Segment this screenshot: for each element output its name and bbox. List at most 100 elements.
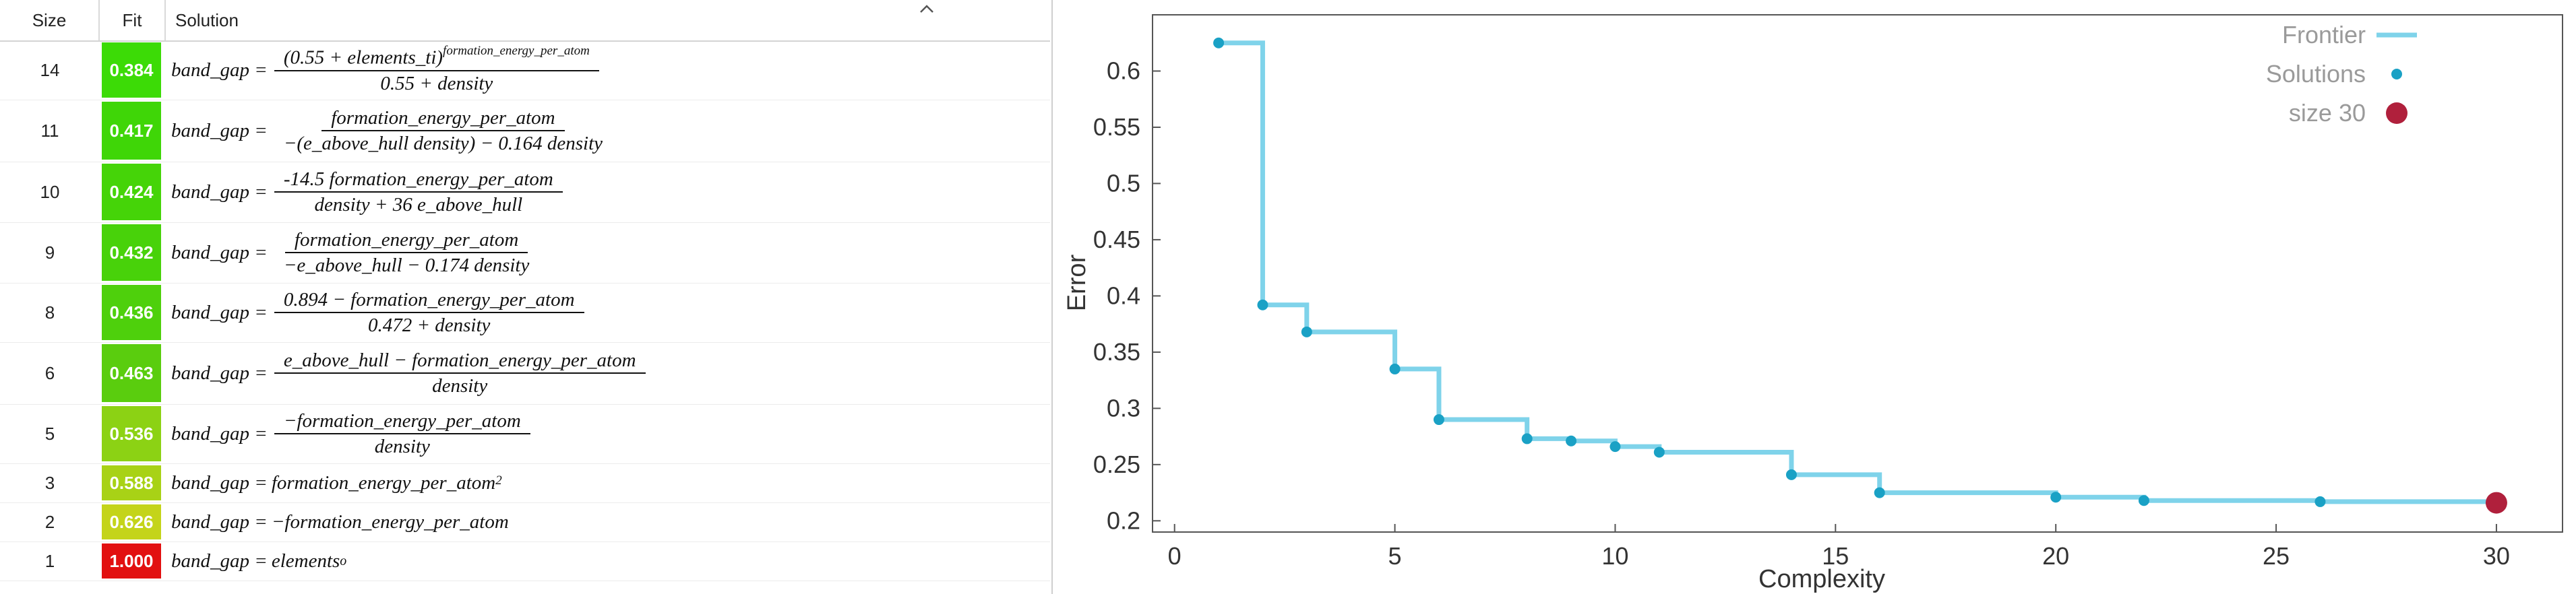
y-tick-label: 0.5 — [1107, 169, 1140, 197]
formula-numerator-text: -14.5 formation_energy_per_atom — [283, 168, 553, 190]
formula-fraction: (0.55 + elements_ti)formation_energy_per… — [274, 43, 599, 94]
formula-denominator: −(e_above_hull density) − 0.164 density — [283, 133, 603, 154]
legend-label: size 30 — [2289, 99, 2366, 127]
formula-lhs: band_gap = — [171, 180, 268, 203]
table-row[interactable]: 6 0.463 band_gap = e_above_hull − formation… — [0, 342, 1050, 405]
x-tick-label: 30 — [2483, 542, 2510, 570]
y-tick-label: 0.2 — [1107, 506, 1140, 534]
row-solution-formula: band_gap = formation_energy_per_atom −e_ab… — [171, 222, 539, 283]
legend-label: Solutions — [2266, 60, 2366, 88]
formula-numerator: e_above_hull − formation_energy_per_atom — [274, 350, 646, 374]
table-row[interactable]: 2 0.626 band_gap = −formation_energy_per_at… — [0, 502, 1050, 542]
solution-point[interactable] — [2050, 492, 2062, 503]
formula-numerator: -14.5 formation_energy_per_atom — [274, 168, 563, 193]
formula-fraction: formation_energy_per_atom −(e_above_hull … — [274, 106, 612, 154]
formula-numerator: −formation_energy_per_atom — [274, 410, 530, 434]
formula-exponent: 2 — [495, 473, 502, 488]
x-tick-label: 5 — [1388, 542, 1402, 570]
formula-lhs: band_gap = — [171, 550, 268, 572]
y-tick-label: 0.3 — [1107, 394, 1140, 422]
formula-numerator-text: (0.55 + elements_ti) — [283, 46, 443, 69]
row-fit-badge: 0.536 — [102, 406, 161, 461]
y-tick-label: 0.35 — [1093, 338, 1140, 366]
table-row[interactable]: 5 0.536 band_gap = −formation_energy_per_at… — [0, 404, 1050, 464]
row-fit-badge: 0.436 — [102, 285, 161, 340]
table-row[interactable]: 3 0.588 band_gap = formation_energy_per_ato… — [0, 463, 1050, 503]
row-size: 2 — [44, 511, 55, 532]
legend-highlight-swatch — [2386, 102, 2408, 124]
solution-point[interactable] — [1257, 299, 1268, 310]
table-row[interactable]: 9 0.432 band_gap = formation_energy_per_ato… — [0, 222, 1050, 284]
row-solution-formula: band_gap = e_above_hull − formation_energ… — [171, 342, 646, 404]
solution-point[interactable] — [1609, 441, 1621, 453]
highlighted-solution-point[interactable] — [2485, 492, 2507, 514]
solution-point[interactable] — [1213, 37, 1225, 48]
formula-lhs: band_gap = — [171, 422, 268, 444]
axis-ticks: 0 5 10 15 20 25 30 0.2 0.25 0.3 0.35 0.4 0.45 0.5 0.55… — [1093, 57, 2510, 570]
solution-point[interactable] — [1389, 363, 1401, 374]
formula-lhs: band_gap = — [171, 59, 268, 81]
formula-numerator: formation_energy_per_atom — [321, 106, 565, 131]
solution-point[interactable] — [1566, 435, 1577, 447]
table-row[interactable]: 1 1.000 band_gap = elements o — [0, 541, 1050, 581]
row-size: 6 — [44, 362, 55, 383]
table-row[interactable]: 10 0.424 band_gap = -14.5 formation_energy_… — [0, 162, 1050, 223]
column-header-solution[interactable]: Solution — [175, 10, 239, 30]
y-tick-label: 0.55 — [1093, 113, 1140, 141]
formula-rhs: formation_energy_per_atom — [271, 471, 496, 494]
row-size: 5 — [44, 423, 55, 444]
row-solution-formula: band_gap = -14.5 formation_energy_per_ato… — [171, 162, 563, 222]
column-header-fit[interactable]: Fit — [100, 0, 166, 40]
formula-fraction: -14.5 formation_energy_per_atom density +… — [274, 168, 563, 216]
table-row[interactable]: 14 0.384 band_gap = (0.55 + elements_ti)for… — [0, 40, 1050, 100]
pareto-front-chart: 0 5 10 15 20 25 30 0.2 0.25 0.3 0.35 0.4 0.45 0.5 0.55… — [1063, 14, 2563, 593]
plot-frame — [1152, 14, 2563, 533]
formula-denominator: density — [374, 436, 430, 457]
x-axis-label: Complexity — [1758, 565, 1885, 593]
row-fit-badge: 0.463 — [102, 344, 161, 402]
table-row[interactable]: 11 0.417 band_gap = formation_energy_per_at… — [0, 100, 1050, 162]
row-fit-badge: 1.000 — [102, 543, 161, 579]
solution-point[interactable] — [1433, 414, 1444, 426]
formula-fraction: 0.894 − formation_energy_per_atom 0.472 +… — [274, 289, 584, 336]
formula-fraction: −formation_energy_per_atom density — [274, 410, 530, 457]
formula-rhs: elements — [271, 550, 340, 572]
plot-series — [1213, 37, 2507, 514]
row-solution-formula: band_gap = elements o — [171, 541, 346, 581]
formula-exponent: formation_energy_per_atom — [443, 43, 590, 58]
formula-denominator: −e_above_hull − 0.174 density — [283, 255, 530, 276]
sort-chevron-icon[interactable] — [917, 1, 937, 18]
solution-point[interactable] — [1785, 469, 1797, 480]
x-tick-label: 0 — [1168, 542, 1182, 570]
legend-label: Frontier — [2282, 21, 2366, 48]
formula-numerator-text: formation_energy_per_atom — [331, 106, 555, 129]
row-fit-badge: 0.424 — [102, 164, 161, 220]
row-fit-badge: 0.417 — [102, 102, 161, 160]
solution-point[interactable] — [2138, 495, 2149, 506]
row-solution-formula: band_gap = (0.55 + elements_ti)formation_… — [171, 40, 599, 100]
solution-point[interactable] — [1874, 487, 1885, 498]
formula-numerator: 0.894 − formation_energy_per_atom — [274, 289, 584, 313]
chart-legend: Frontier Solutions size 30 — [2266, 21, 2417, 127]
solution-point[interactable] — [1301, 326, 1312, 337]
formula-numerator-text: formation_energy_per_atom — [294, 228, 519, 251]
formula-rhs: −formation_energy_per_atom — [271, 510, 509, 533]
formula-fraction: formation_energy_per_atom −e_above_hull −… — [274, 228, 539, 276]
formula-numerator: formation_energy_per_atom — [284, 228, 528, 253]
row-size: 3 — [44, 472, 55, 493]
solution-point[interactable] — [1521, 433, 1533, 444]
row-solution-formula: band_gap = formation_energy_per_atom −(e_a… — [171, 100, 612, 162]
row-fit-badge: 0.626 — [102, 504, 161, 539]
formula-subscript: o — [340, 553, 347, 568]
x-tick-label: 20 — [2042, 542, 2069, 570]
solution-point[interactable] — [2314, 496, 2326, 507]
row-size: 1 — [44, 550, 55, 571]
row-fit-badge: 0.588 — [102, 465, 161, 500]
solution-point[interactable] — [1653, 447, 1665, 458]
plot-area-border — [1152, 14, 2563, 533]
y-tick-label: 0.6 — [1107, 57, 1140, 84]
table-row[interactable]: 8 0.436 band_gap = 0.894 − formation_energy… — [0, 283, 1050, 343]
row-solution-formula: band_gap = −formation_energy_per_atom — [171, 502, 509, 541]
column-header-size[interactable]: Size — [0, 0, 100, 40]
formula-fraction: e_above_hull − formation_energy_per_atom… — [274, 350, 646, 397]
